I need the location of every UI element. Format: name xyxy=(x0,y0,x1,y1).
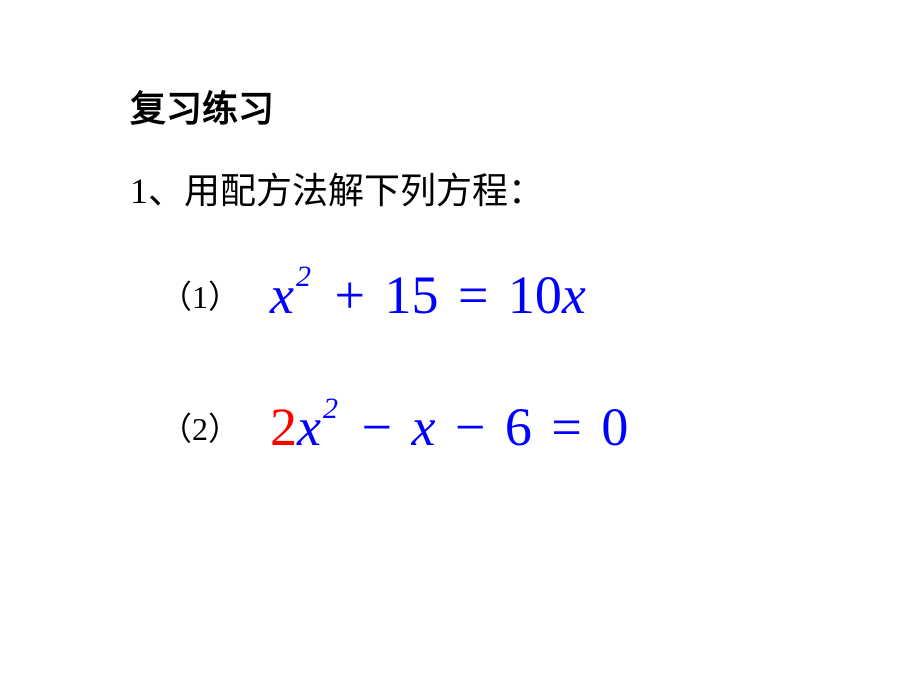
problem-2: （2） 2x2 − x − 6 = 0 xyxy=(160,396,920,458)
problem-2-label: （2） xyxy=(160,404,240,450)
review-title: 复习练习 xyxy=(130,80,920,132)
equation-1: x2 + 15 = 10x xyxy=(270,264,586,326)
problem-1: （1） x2 + 15 = 10x xyxy=(160,264,920,326)
instruction-text: 1、用配方法解下列方程： xyxy=(130,162,920,214)
problem-1-label: （1） xyxy=(160,272,240,318)
slide-content: 复习练习 1、用配方法解下列方程： （1） x2 + 15 = 10x （2） … xyxy=(0,0,920,458)
equation-2: 2x2 − x − 6 = 0 xyxy=(270,396,628,458)
